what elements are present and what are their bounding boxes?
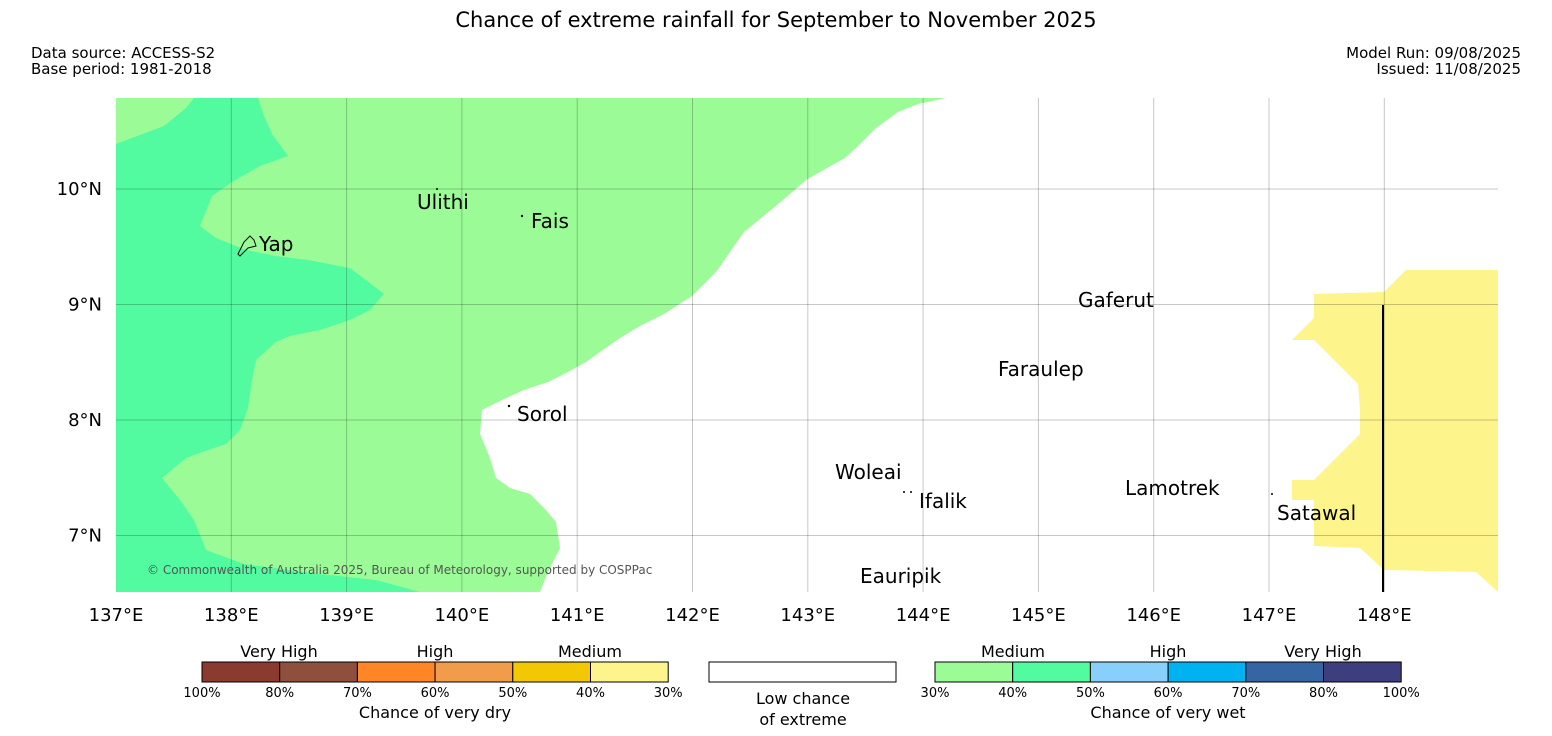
legend-tick-label: 50%	[1076, 686, 1105, 701]
x-tick-label: 147°E	[1242, 605, 1297, 626]
place-label-eauripik: Eauripik	[860, 564, 942, 588]
copyright-notice: © Commonwealth of Australia 2025, Bureau…	[147, 563, 652, 577]
legend-low-chance-swatch	[708, 661, 897, 683]
legend-low-chance: Low chance of extreme	[708, 661, 897, 729]
legend-wet-colorbar	[934, 661, 1402, 683]
x-tick-label: 137°E	[89, 605, 144, 626]
x-tick-label: 143°E	[780, 605, 835, 626]
x-tick-label: 142°E	[665, 605, 720, 626]
legend-tick-label: 80%	[265, 686, 294, 701]
legend-tick-label: 70%	[343, 686, 372, 701]
legend-low-chance-line2: of extreme	[759, 710, 846, 729]
legend-tick-label: 40%	[576, 686, 605, 701]
legend-tick-label: 50%	[498, 686, 527, 701]
legend-dry-group-high: High	[417, 642, 454, 661]
legend-dry: Very High High Medium 100% 80% 70% 60% 50% 40…	[183, 642, 682, 722]
legend-tick-label: 100%	[1383, 686, 1420, 701]
place-label-yap: Yap	[258, 232, 293, 256]
x-tick-label: 144°E	[896, 605, 951, 626]
satawal-island-dot	[1271, 493, 1273, 495]
x-tick-label: 138°E	[204, 605, 259, 626]
legend-swatch	[934, 661, 1014, 683]
legend-tick-label: 60%	[421, 686, 450, 701]
legend-tick-label: 40%	[998, 686, 1027, 701]
base-period-text: Base period: 1981-2018	[31, 60, 212, 78]
place-label-sorol: Sorol	[517, 402, 568, 426]
place-label-lamotrek: Lamotrek	[1125, 476, 1220, 500]
legend-swatch	[1089, 661, 1169, 683]
legend-swatch	[279, 661, 358, 683]
woleai-island-dot	[903, 491, 905, 493]
x-tick-label: 139°E	[319, 605, 374, 626]
legend-swatch	[590, 661, 669, 683]
y-tick-label: 9°N	[68, 295, 102, 316]
legend-wet-caption: Chance of very wet	[1090, 703, 1245, 722]
place-label-gaferut: Gaferut	[1078, 288, 1154, 312]
island-outlines	[237, 188, 1273, 495]
legend-dry-group-medium: Medium	[558, 642, 622, 661]
legend-wet-group-very-high: Very High	[1284, 642, 1361, 661]
fais-island-dot	[520, 214, 524, 218]
y-tick-label: 8°N	[68, 410, 102, 431]
x-tick-label: 145°E	[1011, 605, 1066, 626]
metadata-right: Model Run: 09/08/2025 Issued: 11/08/2025	[1346, 45, 1521, 77]
x-tick-label: 141°E	[550, 605, 605, 626]
metadata-left: Data source: ACCESS-S2 Base period: 1981…	[31, 45, 215, 77]
yap-island-shape	[237, 235, 257, 257]
legend-swatch	[1323, 661, 1402, 683]
map-panel	[116, 98, 1498, 592]
legend-swatch	[512, 661, 591, 683]
legend-wet-group-medium: Medium	[981, 642, 1045, 661]
place-label-faraulep: Faraulep	[998, 357, 1084, 381]
ifalik-island-dot	[910, 491, 912, 493]
medium-wet-30-40-zone	[116, 98, 946, 592]
legend-swatch	[1012, 661, 1091, 683]
place-label-satawal: Satawal	[1277, 501, 1356, 525]
map-gridlines	[116, 98, 1498, 592]
x-tick-label: 140°E	[435, 605, 490, 626]
legend-tick-label: 60%	[1154, 686, 1183, 701]
place-label-fais: Fais	[531, 209, 569, 233]
legend-tick-label: 70%	[1231, 686, 1260, 701]
legend-tick-label: 30%	[921, 686, 950, 701]
sorol-island-dot	[507, 404, 511, 408]
legend-dry-group-very-high: Very High	[240, 642, 317, 661]
place-label-ifalik: Ifalik	[919, 489, 967, 513]
y-axis-ticks: 10°N 9°N 8°N 7°N	[57, 179, 102, 547]
ulithi-island-dot	[436, 188, 438, 190]
y-tick-label: 10°N	[57, 179, 102, 200]
legend-tick-label: 30%	[654, 686, 683, 701]
x-axis-ticks: 137°E 138°E 139°E 140°E 141°E 142°E 143°E 144°E…	[89, 605, 1412, 626]
model-run-text: Model Run: 09/08/2025	[1346, 44, 1521, 62]
legend-wet-ticks: 30% 40% 50% 60% 70% 80% 100%	[921, 686, 1420, 701]
y-tick-label: 7°N	[68, 526, 102, 547]
issued-text: Issued: 11/08/2025	[1376, 60, 1521, 78]
legend-tick-label: 100%	[183, 686, 220, 701]
legend-swatch	[356, 661, 436, 683]
legend-swatch	[1167, 661, 1247, 683]
place-label-woleai: Woleai	[835, 460, 902, 484]
medium-dry-30-40-zone	[1292, 270, 1498, 592]
legend-dry-caption: Chance of very dry	[359, 703, 511, 722]
legend-low-chance-line1: Low chance	[756, 689, 850, 708]
place-label-ulithi: Ulithi	[417, 190, 469, 214]
legend-swatch	[201, 661, 281, 683]
legend-swatch	[434, 661, 514, 683]
legend-dry-colorbar	[201, 661, 669, 683]
legend-tick-label: 80%	[1309, 686, 1338, 701]
legend-wet-group-high: High	[1150, 642, 1187, 661]
chart-title: Chance of extreme rainfall for September…	[455, 8, 1097, 32]
medium-wet-40-50-zone	[116, 98, 420, 592]
x-tick-label: 146°E	[1126, 605, 1181, 626]
legend-dry-ticks: 100% 80% 70% 60% 50% 40% 30%	[183, 686, 682, 701]
legend-swatch	[1245, 661, 1325, 683]
legend-wet: Medium High Very High 30% 40% 50% 60% 70% 80%…	[921, 642, 1420, 722]
x-tick-label: 148°E	[1357, 605, 1412, 626]
data-source-text: Data source: ACCESS-S2	[31, 44, 216, 62]
